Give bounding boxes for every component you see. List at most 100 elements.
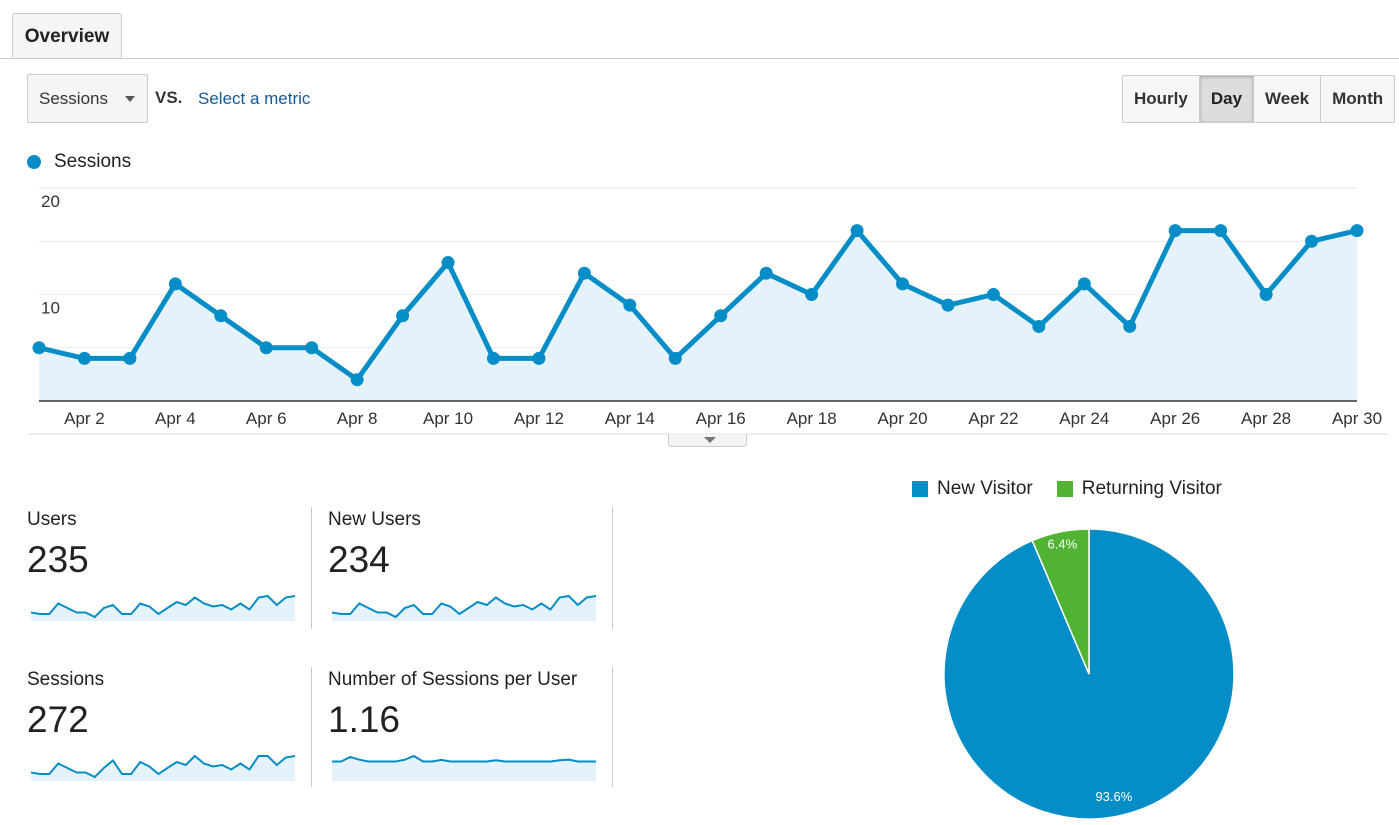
metric-value: 272 bbox=[27, 699, 89, 740]
metric-sessions: Sessions 272 bbox=[27, 669, 312, 789]
sessions-point[interactable] bbox=[1350, 224, 1364, 238]
sparkline-line bbox=[30, 754, 296, 779]
sessions-point[interactable] bbox=[668, 351, 682, 365]
metric-value: 235 bbox=[27, 539, 89, 580]
y-tick-label: 10 bbox=[41, 299, 60, 318]
sessions-point[interactable] bbox=[396, 309, 410, 323]
caret-down-icon bbox=[125, 96, 135, 102]
metric-divider bbox=[311, 667, 312, 787]
sessions-legend-dot bbox=[27, 155, 41, 169]
legend-label: New Visitor bbox=[937, 478, 1033, 499]
sessions-point[interactable] bbox=[1123, 319, 1137, 333]
sessions-point[interactable] bbox=[805, 288, 819, 301]
x-tick-label: Apr 20 bbox=[877, 409, 927, 428]
sessions-point[interactable] bbox=[32, 341, 46, 355]
legend-label: Returning Visitor bbox=[1081, 478, 1222, 499]
metric-divider bbox=[612, 667, 613, 787]
returning-visitor-slice[interactable] bbox=[1031, 528, 1090, 675]
metric-select-value: Sessions bbox=[39, 89, 108, 108]
x-tick-label: Apr 28 bbox=[1241, 409, 1291, 428]
sessions-point[interactable] bbox=[1077, 277, 1091, 291]
sessions-legend-label: Sessions bbox=[54, 151, 132, 172]
sessions-point[interactable] bbox=[441, 256, 455, 270]
sessions-point[interactable] bbox=[305, 341, 319, 355]
hourly-button[interactable]: Hourly bbox=[1123, 76, 1200, 122]
pie-legend: New Visitor Returning Visitor bbox=[912, 478, 1246, 500]
metric-new-users: New Users 234 bbox=[328, 509, 613, 629]
metric-value: 234 bbox=[328, 539, 390, 580]
sparkline-line bbox=[30, 594, 296, 619]
x-tick-label: Apr 12 bbox=[514, 409, 564, 428]
sessions-point[interactable] bbox=[896, 277, 910, 291]
metric-label: Number of Sessions per User bbox=[328, 669, 578, 690]
metric-value: 1.16 bbox=[328, 699, 401, 740]
sessions-point[interactable] bbox=[1259, 288, 1273, 301]
sessions-point[interactable] bbox=[350, 373, 364, 387]
metric-divider bbox=[311, 507, 312, 629]
x-tick-label: Apr 10 bbox=[423, 409, 473, 428]
week-button[interactable]: Week bbox=[1254, 76, 1322, 122]
sessions-line bbox=[38, 228, 1358, 383]
y-tick-label: 20 bbox=[41, 192, 60, 211]
new-visitor-swatch bbox=[912, 481, 928, 497]
sessions-point[interactable] bbox=[623, 298, 637, 312]
sessions-point[interactable] bbox=[986, 288, 1000, 301]
sparkline bbox=[331, 594, 597, 621]
sessions-point[interactable] bbox=[850, 224, 864, 238]
sessions-point[interactable] bbox=[77, 351, 91, 365]
metric-users: Users 235 bbox=[27, 509, 312, 629]
sessions-point[interactable] bbox=[486, 351, 500, 365]
x-tick-label: Apr 18 bbox=[787, 409, 837, 428]
tab-overview[interactable]: Overview bbox=[12, 13, 122, 58]
metric-label: Users bbox=[27, 509, 77, 530]
returning-visitor-swatch bbox=[1056, 481, 1073, 497]
sparkline-line bbox=[332, 754, 596, 763]
metric-sessions-per-user: Number of Sessions per User 1.16 bbox=[328, 669, 613, 789]
sessions-area bbox=[39, 230, 1357, 401]
sessions-point[interactable] bbox=[941, 298, 955, 312]
x-tick-label: Apr 22 bbox=[968, 409, 1018, 428]
x-tick-label: Apr 2 bbox=[64, 409, 105, 428]
visitor-pie-chart: 93.6% 6.4% bbox=[943, 528, 1235, 820]
sessions-point[interactable] bbox=[214, 309, 228, 323]
sessions-point[interactable] bbox=[1032, 319, 1046, 333]
metric-select[interactable]: Sessions bbox=[27, 74, 148, 123]
sessions-point[interactable] bbox=[1305, 234, 1319, 248]
sparkline-line bbox=[331, 594, 597, 619]
sessions-point[interactable] bbox=[759, 266, 773, 280]
sessions-point[interactable] bbox=[168, 277, 182, 291]
sessions-point[interactable] bbox=[259, 341, 273, 355]
month-button[interactable]: Month bbox=[1321, 76, 1395, 122]
metric-label: New Users bbox=[328, 509, 421, 530]
metric-divider bbox=[612, 507, 613, 629]
x-tick-label: Apr 30 bbox=[1332, 409, 1382, 428]
x-tick-label: Apr 6 bbox=[246, 409, 287, 428]
day-button[interactable]: Day bbox=[1199, 76, 1255, 122]
sparkline bbox=[30, 594, 296, 621]
triangle-down-icon bbox=[704, 437, 716, 443]
slice-label: 93.6% bbox=[1095, 789, 1132, 804]
metric-label: Sessions bbox=[27, 669, 105, 690]
sessions-point[interactable] bbox=[577, 266, 591, 280]
x-tick-label: Apr 26 bbox=[1150, 409, 1200, 428]
sessions-point[interactable] bbox=[532, 351, 546, 365]
x-tick-label: Apr 14 bbox=[605, 409, 655, 428]
x-tick-label: Apr 16 bbox=[696, 409, 746, 428]
sessions-point[interactable] bbox=[714, 309, 728, 323]
sessions-point[interactable] bbox=[123, 351, 137, 365]
sessions-line-chart: 10 20 Apr 2 Apr 4 Apr 6 Apr 8 Apr 10 Apr 12 Apr … bbox=[28, 187, 1388, 435]
tab-bar: Overview bbox=[0, 0, 1399, 59]
slice-label: 6.4% bbox=[1048, 536, 1078, 551]
sparkline bbox=[332, 754, 596, 781]
sessions-point[interactable] bbox=[1214, 224, 1228, 238]
select-metric-link[interactable]: Select a metric bbox=[198, 89, 311, 108]
chart-collapse-toggle[interactable] bbox=[668, 434, 747, 447]
vs-label: VS. bbox=[155, 88, 183, 107]
legend-item-new-visitor: New Visitor bbox=[912, 478, 1033, 500]
sessions-point[interactable] bbox=[1168, 224, 1182, 238]
x-tick-label: Apr 24 bbox=[1059, 409, 1109, 428]
x-tick-label: Apr 8 bbox=[337, 409, 378, 428]
time-granularity-group: Hourly Day Week Month bbox=[1122, 75, 1396, 123]
legend-item-returning-visitor: Returning Visitor bbox=[1056, 478, 1222, 500]
sparkline bbox=[30, 754, 296, 781]
